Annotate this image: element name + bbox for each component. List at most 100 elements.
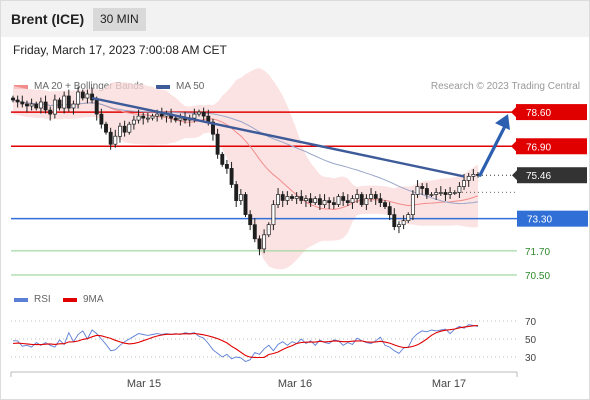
candle-body	[173, 117, 178, 121]
current-price-badge	[517, 167, 587, 184]
candle-body	[99, 113, 104, 125]
header-bar: Brent (ICE) 30 MIN	[1, 1, 589, 37]
candle-body	[378, 198, 383, 203]
candle-body	[159, 113, 164, 117]
level-label-3: 71.70	[525, 247, 550, 258]
level-badge-pointer-0	[511, 107, 516, 118]
level-label-0: 78.60	[526, 108, 551, 119]
candle-body	[359, 194, 364, 205]
candle-body	[299, 196, 304, 201]
current-price-label: 75.46	[526, 171, 551, 182]
x-tick-label: Mar 16	[278, 378, 312, 390]
candle-body	[11, 97, 15, 101]
bollinger-band	[13, 68, 478, 270]
candle-body	[369, 194, 373, 199]
x-tick-label: Mar 15	[127, 378, 161, 390]
candle-body	[243, 194, 248, 215]
candle-body	[410, 194, 415, 215]
candle-body	[192, 113, 197, 119]
current-price-pointer	[512, 170, 517, 181]
candle-body	[122, 125, 127, 133]
timeframe-button[interactable]: 30 MIN	[93, 8, 146, 31]
candle-body	[313, 198, 318, 203]
candle-body	[285, 196, 290, 201]
candles-group	[11, 86, 480, 256]
candle-body	[201, 111, 206, 117]
candle-body	[392, 214, 397, 228]
candle-body	[271, 204, 276, 226]
candle-body	[471, 174, 476, 177]
candle-body	[76, 91, 81, 105]
rsi-tick-label: 70	[525, 317, 537, 328]
rsi-tick-label: 50	[525, 335, 537, 346]
candle-body	[276, 194, 280, 205]
candle-body	[43, 101, 48, 111]
candle-body	[336, 196, 341, 205]
candle-body	[252, 224, 257, 240]
candle-body	[48, 109, 53, 115]
candle-body	[420, 186, 425, 189]
timestamp: Friday, March 17, 2023 7:00:08 AM CET	[13, 43, 227, 57]
level-label-4: 70.50	[525, 271, 550, 282]
candle-body	[280, 194, 285, 201]
candle-body	[457, 186, 462, 193]
candle-body	[373, 194, 378, 199]
candle-body	[104, 123, 108, 133]
candle-body	[38, 101, 43, 109]
research-credit: Research © 2023 Trading Central	[430, 81, 580, 92]
candle-body	[345, 200, 350, 203]
candle-body	[94, 99, 99, 115]
candle-body	[118, 125, 122, 137]
candle-body	[71, 103, 76, 109]
forecast-arrow-head	[495, 114, 510, 131]
ma20-legend-label: MA 20 + Bollinger Bands	[34, 81, 144, 92]
candle-body	[224, 164, 229, 169]
x-tick-label: Mar 17	[432, 378, 466, 390]
candle-body	[438, 192, 443, 194]
candle-body	[90, 93, 95, 101]
candle-body	[197, 111, 201, 115]
candle-body	[215, 133, 220, 155]
candle-body	[131, 119, 136, 125]
candle-body	[57, 99, 62, 109]
candle-body	[387, 206, 392, 215]
ma20-legend-swatch	[14, 85, 28, 89]
level-label-1: 76.90	[526, 142, 551, 153]
instrument-title: Brent (ICE)	[11, 11, 85, 27]
candle-body	[248, 214, 253, 226]
ma50-legend-swatch	[156, 85, 170, 89]
ma50-line	[12, 99, 479, 205]
candle-body	[108, 131, 113, 145]
candle-body	[350, 198, 355, 203]
candle-body	[25, 103, 29, 107]
candle-body	[66, 95, 71, 109]
candle-body	[34, 103, 39, 109]
candle-body	[397, 224, 401, 228]
candle-body	[178, 117, 183, 121]
level-badge-1	[516, 138, 587, 155]
candle-body	[429, 194, 434, 196]
candle-body	[415, 186, 420, 195]
level-badge-pointer-1	[511, 141, 516, 152]
candle-body	[304, 198, 308, 201]
rsi-ma-line	[12, 324, 479, 359]
candle-body	[308, 198, 313, 203]
candle-body	[443, 192, 448, 195]
level-badge-0	[516, 104, 587, 121]
level-badge-2	[517, 210, 588, 227]
candle-body	[257, 238, 262, 250]
candle-body	[266, 224, 271, 236]
candle-body	[364, 198, 369, 205]
candle-body	[452, 192, 457, 194]
rsi-tick-label: 30	[525, 353, 537, 364]
candle-body	[331, 202, 336, 205]
candle-body	[466, 176, 471, 181]
candle-body	[150, 115, 155, 119]
candle-body	[127, 123, 132, 133]
candle-body	[211, 121, 215, 135]
rsi-line	[13, 324, 479, 363]
candle-body	[15, 99, 20, 103]
candle-body	[317, 198, 322, 205]
candle-body	[290, 196, 294, 199]
